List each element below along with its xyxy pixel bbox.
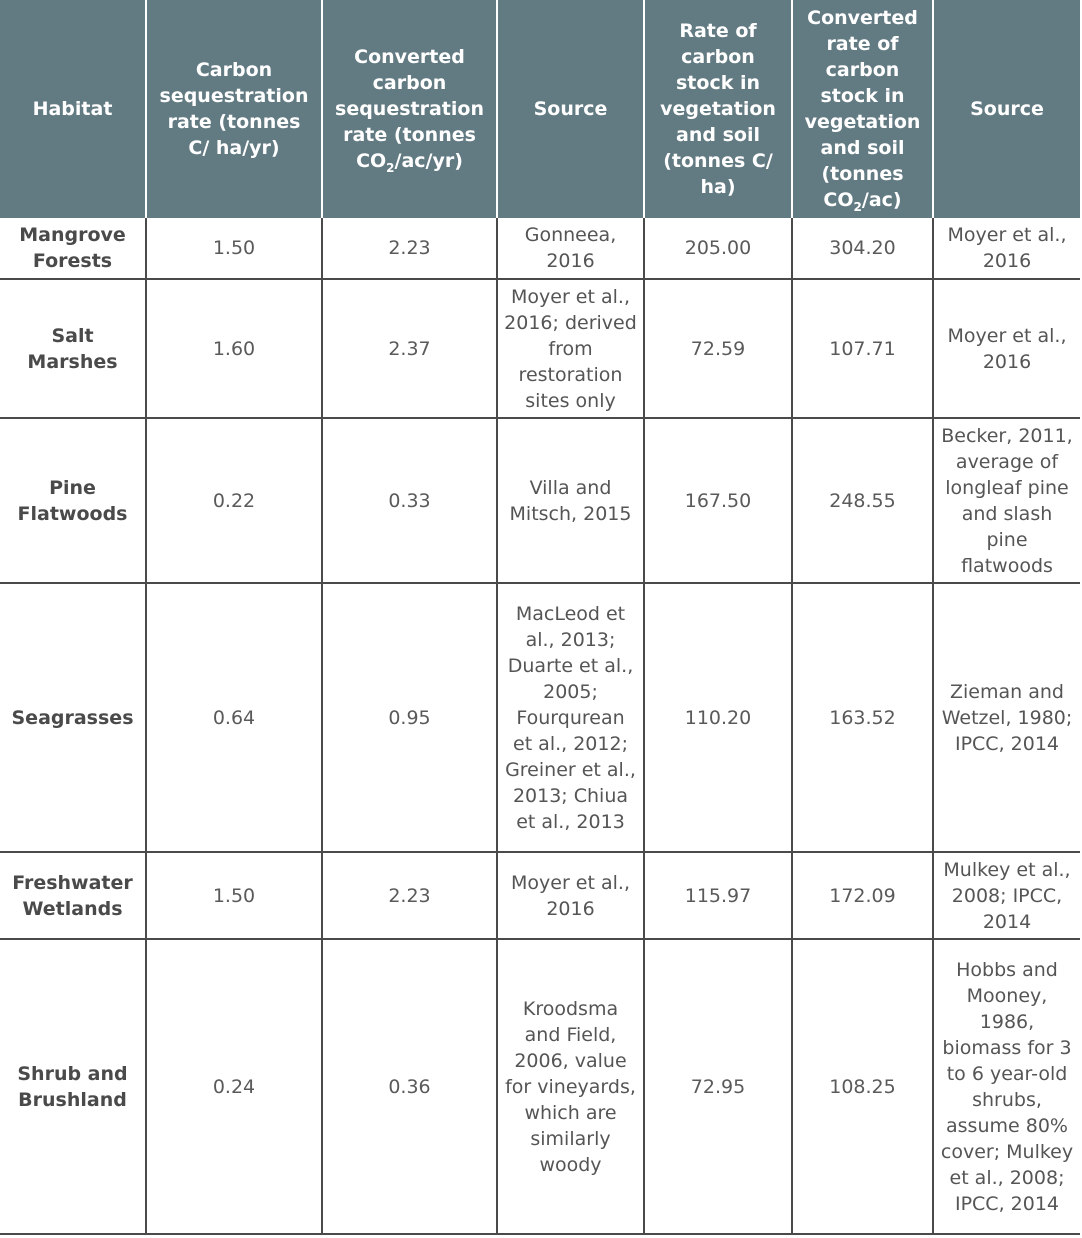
stock-source-cell: Becker, 2011, average of longleaf pine a… bbox=[932, 418, 1080, 584]
carbon-stock-cell: 115.97 bbox=[643, 852, 792, 940]
source-cell: Moyer et al., 2016; derived from restora… bbox=[496, 279, 644, 419]
converted-sequestration-cell: 2.23 bbox=[321, 852, 497, 940]
converted-sequestration-cell: 0.95 bbox=[321, 583, 497, 853]
header-converted-stock-text: Converted rate of carbon stock in vegeta… bbox=[804, 7, 921, 211]
table-row: Freshwater Wetlands 1.50 2.23 Moyer et a… bbox=[0, 852, 1080, 940]
table-header: Habitat Carbon sequestration rate (tonne… bbox=[0, 0, 1080, 218]
source-cell: Gonneea, 2016 bbox=[496, 218, 644, 280]
converted-stock-cell: 304.20 bbox=[791, 218, 933, 280]
header-carbon-stock-rate: Rate of carbon stock in vegetation and s… bbox=[643, 0, 792, 218]
sequestration-rate-cell: 1.50 bbox=[145, 852, 322, 940]
table-row: Pine Flatwoods 0.22 0.33 Villa and Mitsc… bbox=[0, 418, 1080, 584]
header-converted-sequestration-rate: Converted carbon sequestration rate (ton… bbox=[321, 0, 497, 218]
header-row: Habitat Carbon sequestration rate (tonne… bbox=[0, 0, 1080, 218]
converted-sequestration-cell: 2.23 bbox=[321, 218, 497, 280]
converted-stock-cell: 163.52 bbox=[791, 583, 933, 853]
header-sequestration-rate: Carbon sequestration rate (tonnes C/ ha/… bbox=[145, 0, 322, 218]
converted-sequestration-cell: 0.36 bbox=[321, 939, 497, 1235]
sequestration-rate-cell: 0.64 bbox=[145, 583, 322, 853]
converted-stock-cell: 108.25 bbox=[791, 939, 933, 1235]
stock-source-cell: Hobbs and Mooney, 1986, biomass for 3 to… bbox=[932, 939, 1080, 1235]
header-converted-carbon-stock: Converted rate of carbon stock in vegeta… bbox=[791, 0, 933, 218]
stock-source-cell: Moyer et al., 2016 bbox=[932, 218, 1080, 280]
table-row: Shrub and Brushland 0.24 0.36 Kroodsma a… bbox=[0, 939, 1080, 1235]
converted-stock-cell: 172.09 bbox=[791, 852, 933, 940]
table-row: Mangrove Forests 1.50 2.23 Gonneea, 2016… bbox=[0, 218, 1080, 280]
header-converted-stock-unit: /ac) bbox=[861, 189, 902, 211]
source-cell: MacLeod et al., 2013; Duarte et al., 200… bbox=[496, 583, 644, 853]
habitat-cell: Shrub and Brushland bbox=[0, 939, 146, 1235]
converted-sequestration-cell: 2.37 bbox=[321, 279, 497, 419]
header-converted-stock-subscript: 2 bbox=[853, 199, 862, 214]
converted-stock-cell: 248.55 bbox=[791, 418, 933, 584]
carbon-stock-cell: 205.00 bbox=[643, 218, 792, 280]
source-cell: Kroodsma and Field, 2006, value for vine… bbox=[496, 939, 644, 1235]
habitat-cell: Mangrove Forests bbox=[0, 218, 146, 280]
sequestration-rate-cell: 0.22 bbox=[145, 418, 322, 584]
header-converted-seq-subscript: 2 bbox=[386, 160, 395, 175]
table-body: Mangrove Forests 1.50 2.23 Gonneea, 2016… bbox=[0, 218, 1080, 1235]
header-converted-seq-unit: /ac/yr) bbox=[394, 150, 463, 172]
header-habitat: Habitat bbox=[0, 0, 146, 218]
table-row: Salt Marshes 1.60 2.37 Moyer et al., 201… bbox=[0, 279, 1080, 419]
habitat-cell: Pine Flatwoods bbox=[0, 418, 146, 584]
carbon-stock-cell: 72.95 bbox=[643, 939, 792, 1235]
header-converted-seq-text: Converted carbon sequestration rate (ton… bbox=[335, 46, 484, 172]
stock-source-cell: Zieman and Wetzel, 1980; IPCC, 2014 bbox=[932, 583, 1080, 853]
header-stock-source: Source bbox=[932, 0, 1080, 218]
sequestration-rate-cell: 1.50 bbox=[145, 218, 322, 280]
stock-source-cell: Mulkey et al., 2008; IPCC, 2014 bbox=[932, 852, 1080, 940]
stock-source-cell: Moyer et al., 2016 bbox=[932, 279, 1080, 419]
habitat-cell: Seagrasses bbox=[0, 583, 146, 853]
converted-stock-cell: 107.71 bbox=[791, 279, 933, 419]
sequestration-rate-cell: 1.60 bbox=[145, 279, 322, 419]
habitat-cell: Salt Marshes bbox=[0, 279, 146, 419]
sequestration-rate-cell: 0.24 bbox=[145, 939, 322, 1235]
carbon-stock-cell: 72.59 bbox=[643, 279, 792, 419]
carbon-stock-cell: 110.20 bbox=[643, 583, 792, 853]
table-row: Seagrasses 0.64 0.95 MacLeod et al., 201… bbox=[0, 583, 1080, 853]
header-source: Source bbox=[496, 0, 644, 218]
carbon-stock-cell: 167.50 bbox=[643, 418, 792, 584]
habitat-cell: Freshwater Wetlands bbox=[0, 852, 146, 940]
source-cell: Villa and Mitsch, 2015 bbox=[496, 418, 644, 584]
source-cell: Moyer et al., 2016 bbox=[496, 852, 644, 940]
converted-sequestration-cell: 0.33 bbox=[321, 418, 497, 584]
